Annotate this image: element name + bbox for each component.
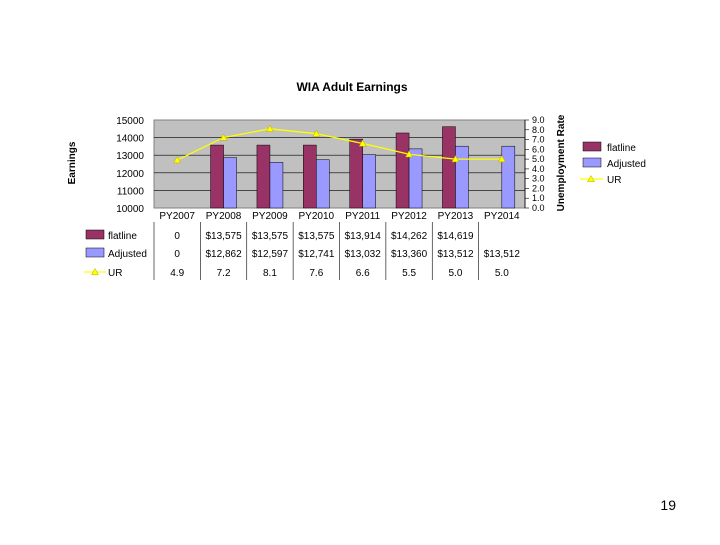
y2-tick-label: 7.0 — [532, 135, 545, 145]
table-cell: $13,914 — [345, 231, 382, 242]
table-cell: 5.0 — [448, 268, 462, 279]
x-tick-label: PY2007 — [159, 211, 195, 222]
table-cell: $14,262 — [391, 231, 428, 242]
table-row-label: flatline — [108, 231, 137, 242]
y-tick-label: 15000 — [116, 116, 144, 127]
y-tick-label: 10000 — [116, 204, 144, 215]
y-tick-label: 12000 — [116, 169, 144, 180]
bar-adjusted — [316, 159, 330, 209]
x-tick-label: PY2011 — [345, 211, 380, 222]
plot-background — [153, 119, 526, 209]
table-cell: $12,597 — [252, 249, 289, 260]
bar-adjusted — [455, 145, 469, 209]
bar-adjusted — [501, 145, 516, 209]
y2-tick-label: 0.0 — [532, 203, 545, 213]
table-cell: $13,575 — [205, 231, 242, 242]
table-cell: $13,575 — [298, 231, 335, 242]
bar-adjusted — [269, 162, 284, 209]
x-tick-label: PY2013 — [438, 211, 474, 222]
plot-area: 15000 14000 13000 12000 11000 10000 9.08.07.06… — [116, 115, 544, 222]
y2-tick-label: 5.0 — [532, 154, 545, 164]
table-cell: $13,512 — [484, 249, 521, 260]
bar-flatline — [303, 144, 317, 209]
bar-adjusted — [223, 157, 237, 209]
marker-ur — [451, 155, 460, 163]
y-tick-label: 13000 — [116, 151, 144, 162]
marker-ur — [358, 139, 367, 147]
table-cell: $14,619 — [437, 231, 474, 242]
bar-flatline — [210, 144, 224, 209]
marker-ur — [219, 133, 228, 141]
legend: flatline Adjusted UR — [580, 141, 646, 186]
table-cell: 0 — [174, 231, 180, 242]
bar-flatline — [256, 144, 271, 209]
table-cell: 5.0 — [495, 268, 509, 279]
y2-tick-label: 8.0 — [532, 125, 545, 135]
y-axis-label: Earnings — [67, 141, 78, 184]
bar-adjusted — [362, 154, 376, 209]
table-cell: 5.5 — [402, 268, 416, 279]
table-cell: 7.6 — [309, 268, 323, 279]
table-cell: $13,360 — [391, 249, 428, 260]
y2-tick-label: 1.0 — [532, 193, 545, 203]
table-cell: 0 — [174, 249, 180, 260]
y2-tick-label: 2.0 — [532, 183, 545, 193]
table-cell: $13,575 — [252, 231, 289, 242]
table-cell: $12,862 — [205, 249, 242, 260]
y-tick-label: 14000 — [116, 134, 144, 145]
legend-label-flatline: flatline — [607, 143, 636, 154]
marker-ur — [173, 156, 182, 164]
table-cell: 8.1 — [263, 268, 277, 279]
legend-key-flatline — [582, 141, 602, 152]
x-tick-label: PY2012 — [391, 211, 427, 222]
table-cell: 4.9 — [170, 268, 184, 279]
y2-tick-label: 6.0 — [532, 144, 545, 154]
page-number: 19 — [660, 497, 676, 513]
marker-ur — [405, 150, 413, 158]
legend-label-ur: UR — [607, 175, 621, 186]
bar-adjusted — [408, 148, 423, 209]
bar-flatline — [349, 138, 363, 209]
y2-tick-label: 4.0 — [532, 164, 545, 174]
x-tick-label: PY2009 — [252, 211, 288, 222]
table-cell: $12,741 — [298, 249, 335, 260]
x-tick-label: PY2014 — [484, 211, 520, 222]
legend-key-adjusted — [582, 157, 602, 168]
x-tick-label: PY2010 — [299, 211, 335, 222]
y2-axis-label: Unemployment Rate — [556, 114, 567, 211]
table-cell: 6.6 — [356, 268, 370, 279]
data-table: flatline 0 $13,575 $13,575 $13,575 $13,914 $14… — [84, 222, 520, 280]
table-cell: 7.2 — [217, 268, 231, 279]
table-marker-ur — [91, 267, 99, 276]
bar-flatline — [395, 132, 410, 209]
marker-ur — [497, 155, 506, 163]
table-row-label: Adjusted — [108, 249, 147, 260]
y2-tick-label: 3.0 — [532, 174, 545, 184]
table-key-flatline — [85, 229, 105, 240]
table-cell: $13,512 — [437, 249, 474, 260]
chart-title: WIA Adult Earnings — [296, 80, 407, 94]
bar-flatline — [442, 126, 456, 209]
legend-label-adjusted: Adjusted — [607, 159, 646, 170]
table-cell: $13,032 — [345, 249, 382, 260]
table-row-label: UR — [108, 268, 122, 279]
marker-ur — [312, 129, 321, 137]
marker-ur — [266, 124, 274, 132]
line-ur — [176, 128, 502, 161]
legend-marker-ur — [587, 174, 595, 183]
x-tick-label: PY2008 — [206, 211, 242, 222]
y-tick-label: 11000 — [117, 186, 145, 197]
table-key-adjusted — [85, 247, 105, 258]
y2-tick-label: 9.0 — [532, 115, 545, 125]
